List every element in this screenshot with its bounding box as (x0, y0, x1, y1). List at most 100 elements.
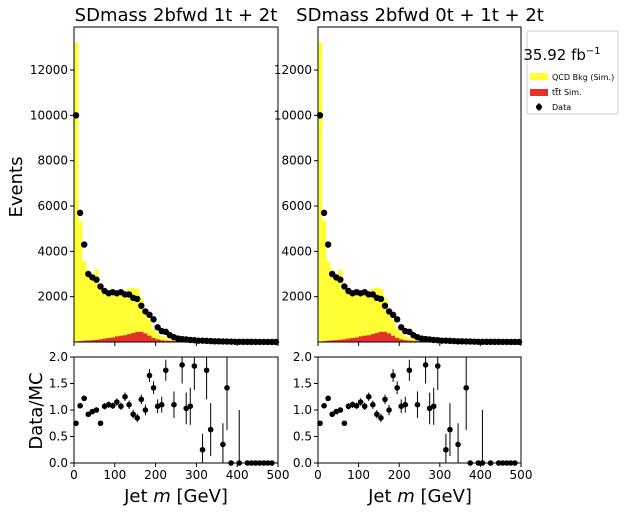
qcd-bar (395, 328, 400, 338)
ratio-point (203, 367, 210, 374)
data-point (93, 276, 100, 283)
qcd-bar (143, 308, 148, 334)
qcd-bar (110, 293, 116, 338)
qcd-bar (159, 336, 165, 341)
ratio-point (224, 384, 230, 391)
y-tick-label: 6000 (281, 199, 312, 213)
qcd-bar (326, 261, 331, 341)
ratio-y-tick-label: 0.0 (293, 456, 312, 470)
y-tick-label: 4000 (37, 244, 68, 258)
ratio-point (475, 460, 482, 466)
ttbar-bar (326, 340, 331, 342)
ratio-y-tick-label: 1.0 (49, 403, 68, 417)
data-point (76, 209, 84, 217)
ratio-point (329, 411, 336, 418)
ttbar-bar (366, 335, 372, 342)
ratio-y-tick-label: 1.5 (49, 377, 68, 391)
x-tick-label: 200 (144, 468, 167, 482)
ratio-y-tick-label: 2.0 (293, 350, 312, 364)
ttbar-bar (374, 332, 380, 342)
ttbar-bar (338, 339, 343, 342)
qcd-bar (78, 220, 83, 342)
ttbar-bar (370, 334, 376, 342)
ttbar-bar (395, 337, 400, 342)
qcd-bar (163, 337, 169, 341)
y-tick-label: 6000 (37, 199, 68, 213)
ratio-point (508, 460, 514, 466)
ratio-y-tick-label: 0.0 (49, 456, 68, 470)
ratio-point (321, 402, 327, 409)
ratio-point (207, 426, 214, 433)
ratio-point (386, 407, 392, 413)
ttbar-bar (407, 340, 412, 342)
ratio-axes-frame (317, 356, 522, 464)
ratio-point (378, 415, 384, 421)
data-point (154, 324, 161, 331)
y-tick-label: 10000 (30, 108, 68, 122)
data-point (138, 302, 145, 309)
qcd-bar (391, 319, 396, 336)
ttbar-bar (147, 335, 152, 342)
ratio-point (163, 367, 169, 374)
ratio-point (317, 420, 323, 427)
ratio-point (138, 396, 145, 403)
data-point (146, 311, 153, 319)
qcd-bar (407, 337, 412, 341)
ratio-point (134, 415, 141, 421)
x-tick-label: 100 (347, 468, 370, 482)
qcd-bar (378, 288, 384, 332)
ttbar-bar (131, 332, 136, 342)
x-tick-label: 0 (314, 468, 322, 482)
qcd-bar (167, 338, 173, 341)
ttbar-bar (114, 336, 120, 342)
ratio-point (341, 420, 348, 427)
ttbar-bar (102, 338, 107, 342)
ratio-point (93, 407, 100, 413)
qcd-bar (139, 297, 144, 332)
ratio-point (187, 403, 194, 410)
ratio-point (130, 411, 136, 418)
qcd-bar (122, 292, 128, 336)
ratio-point (260, 460, 267, 466)
ratio-point (487, 460, 494, 466)
ratio-point (382, 396, 388, 403)
ratio-point (81, 395, 87, 402)
ttbar-bar (159, 340, 165, 342)
ttbar-bar (122, 335, 128, 342)
ratio-point (479, 460, 486, 466)
qcd-bar (114, 295, 120, 337)
qcd-bar (387, 308, 392, 334)
ratio-point (495, 460, 502, 466)
x-tick-label: 100 (103, 468, 126, 482)
ratio-point (122, 393, 128, 400)
ttbar-bar (350, 337, 355, 342)
qcd-bar (370, 288, 376, 335)
qcd-bar (155, 332, 160, 340)
legend-label-data: Data (552, 103, 571, 112)
ratio-point (199, 446, 206, 453)
legend-swatch-qcd (530, 73, 548, 80)
data-point (97, 283, 104, 290)
data-point (341, 283, 348, 290)
ratio-point (370, 401, 376, 408)
x-axis-label-1: Jet m [GeV] (123, 486, 228, 507)
ttbar-bar (354, 337, 359, 342)
data-point (393, 316, 401, 323)
data-point (134, 295, 141, 303)
ratio-y-tick-label: 0.5 (49, 430, 68, 444)
qcd-bar (366, 292, 372, 336)
ratio-point (414, 401, 421, 408)
ratio-point (179, 362, 185, 368)
ratio-y-tick-label: 0.5 (293, 430, 312, 444)
y-tick-label: 8000 (281, 154, 312, 168)
ratio-point (256, 460, 263, 466)
ratio-point (252, 460, 259, 466)
qcd-bar (118, 293, 124, 336)
qcd-bar (342, 284, 347, 340)
legend-swatch-ttbar (530, 89, 548, 96)
ratio-point (114, 399, 120, 405)
ttbar-bar (106, 337, 112, 342)
panel-1: 200040006000800010000120000.00.51.01.52.… (30, 26, 289, 482)
qcd-bar (318, 42, 323, 342)
